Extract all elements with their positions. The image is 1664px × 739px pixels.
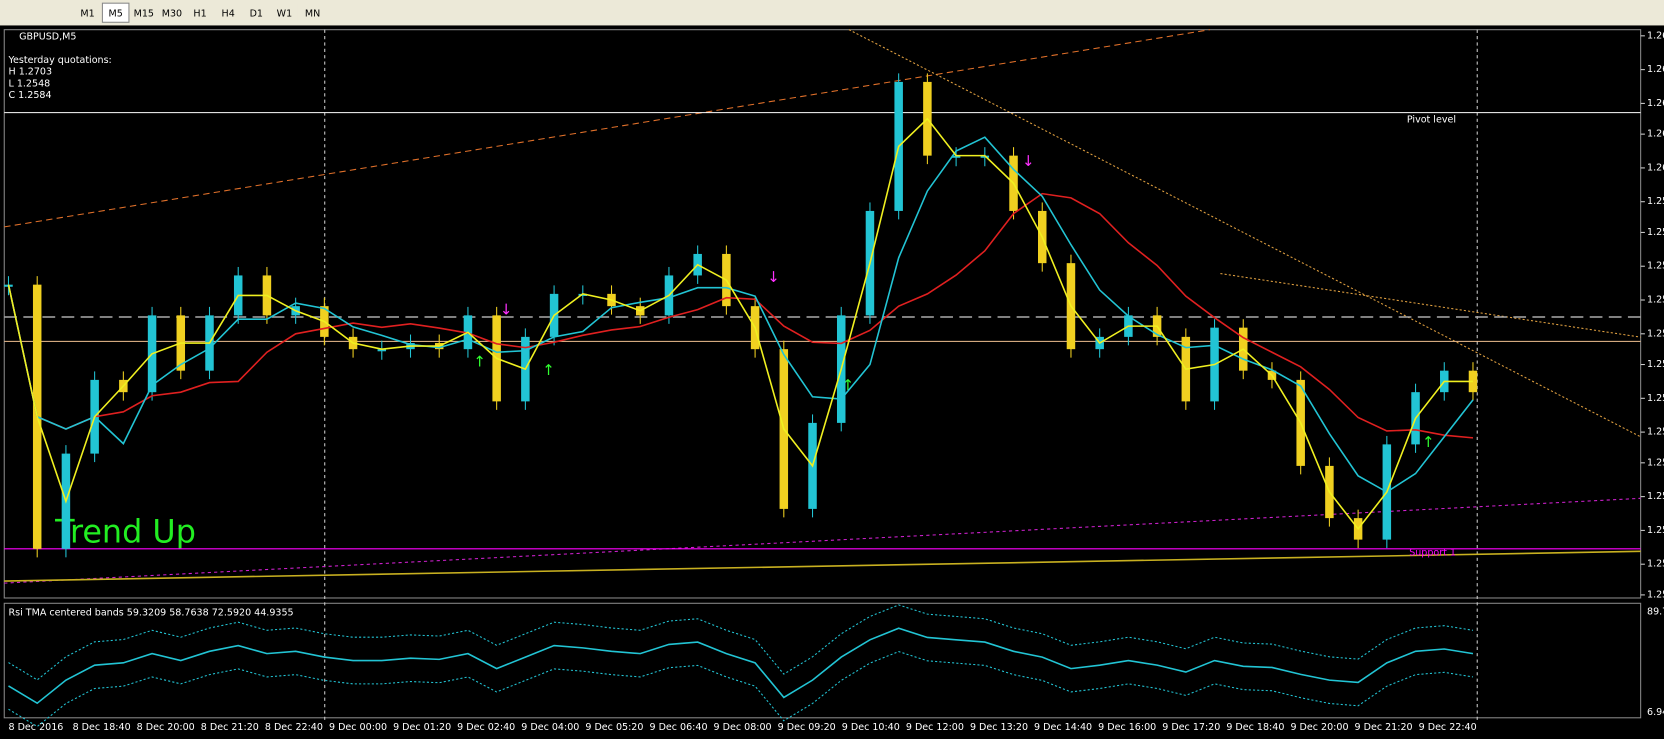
y-tick-label: 1.25: [1647, 196, 1664, 207]
info-line: C 1.2584: [8, 90, 51, 101]
x-tick-label: 9 Dec 04:00: [521, 722, 579, 733]
y-tick-label: 6.94: [1647, 707, 1664, 718]
x-tick-label: 9 Dec 09:20: [778, 722, 836, 733]
band-lower: [8, 651, 1474, 728]
candle: [578, 293, 588, 296]
y-tick-label: 1.25: [1647, 359, 1664, 370]
y-tick-label: 1.26: [1647, 64, 1664, 75]
y-tick-label: 89.7: [1647, 606, 1664, 617]
timeframe-button[interactable]: [214, 3, 242, 23]
timeframe-label[interactable]: M5: [109, 8, 123, 19]
level-label: Pivot level: [1407, 115, 1456, 126]
x-tick-label: 9 Dec 18:40: [1226, 722, 1284, 733]
x-tick-label: 8 Dec 22:40: [265, 722, 323, 733]
trendline: [4, 550, 1641, 582]
timeframe-toolbar: M1 M5 M15 M30 H1 H4 D1 W1 MN: [74, 2, 326, 23]
y-tick-label: 1.25: [1647, 295, 1664, 306]
trendline: [4, 497, 1641, 584]
indicator-title: Rsi TMA centered bands 59.3209 58.7638 7…: [8, 607, 293, 618]
indicator-panel: [3, 602, 1642, 719]
timeframe-button[interactable]: [74, 3, 101, 23]
sell-arrow: ↓: [1022, 152, 1034, 170]
x-tick-label: 9 Dec 01:20: [393, 722, 451, 733]
x-tick-label: 9 Dec 20:00: [1290, 722, 1348, 733]
timeframe-button[interactable]: [271, 3, 298, 23]
y-tick-label: 1.25: [1647, 328, 1664, 339]
x-tick-label: 8 Dec 18:40: [73, 722, 131, 733]
y-tick-label: 1.26: [1647, 98, 1664, 109]
rsi-line: [8, 627, 1474, 705]
moving-average: [7, 136, 1474, 493]
x-tick-label: 9 Dec 17:20: [1162, 722, 1220, 733]
x-tick-label: 9 Dec 08:00: [714, 722, 772, 733]
candle: [377, 349, 387, 352]
info-line: H 1.2703: [8, 67, 52, 78]
moving-average: [7, 117, 1473, 531]
y-tick-label: 1.25: [1647, 525, 1664, 536]
y-tick-label: 1.25: [1647, 457, 1664, 468]
timeframe-label[interactable]: W1: [277, 8, 293, 19]
main-panel: [3, 29, 1642, 599]
moving-average: [7, 192, 1474, 439]
timeframe-label[interactable]: M1: [80, 8, 94, 19]
trendline: [848, 29, 1641, 438]
y-tick-label: 1.26: [1647, 129, 1664, 140]
timeframe-button[interactable]: [101, 2, 130, 23]
y-tick-label: 1.25: [1647, 589, 1664, 600]
y-tick-label: 1.26: [1647, 162, 1664, 173]
x-tick-label: 9 Dec 13:20: [970, 722, 1028, 733]
timeframe-label[interactable]: H1: [193, 8, 206, 19]
symbol-label: GBPUSD,M5: [19, 32, 76, 43]
timeframe-button[interactable]: [299, 3, 326, 23]
y-tick-label: 1.26: [1647, 30, 1664, 41]
band-upper: [8, 604, 1474, 681]
timeframe-button[interactable]: [243, 3, 270, 23]
timeframe-label[interactable]: M15: [134, 8, 154, 19]
y-tick-label: 1.25: [1647, 427, 1664, 438]
level-label: Support 1: [1409, 548, 1456, 559]
info-title: Yesterday quotations:: [7, 55, 111, 66]
signal-arrows: ↓ ↓ ↓ ↑ ↑ ↑ ↑: [473, 152, 1434, 451]
trendline: [4, 29, 1210, 228]
y-tick-label: 1.25: [1647, 227, 1664, 238]
y-tick-label: 1.25: [1647, 491, 1664, 502]
x-tick-label: 9 Dec 06:40: [649, 722, 707, 733]
info-line: L 1.2548: [8, 78, 50, 89]
x-tick-label: 8 Dec 20:00: [137, 722, 195, 733]
timeframe-label[interactable]: H4: [222, 8, 235, 19]
x-tick-label: 9 Dec 02:40: [457, 722, 515, 733]
timeframe-button[interactable]: [158, 3, 186, 23]
candle: [951, 155, 961, 158]
buy-arrow: ↑: [1422, 433, 1434, 451]
timeframe-button[interactable]: [130, 3, 158, 23]
sell-arrow: ↓: [767, 268, 779, 286]
x-tick-label: 9 Dec 14:40: [1034, 722, 1092, 733]
x-tick-label: 8 Dec 21:20: [201, 722, 259, 733]
x-tick-label: 9 Dec 12:00: [906, 722, 964, 733]
timeframe-label[interactable]: M30: [162, 8, 182, 19]
buy-arrow: ↑: [542, 361, 554, 379]
trend-annotation: Trend Up: [54, 512, 196, 550]
x-tick-label: 9 Dec 16:00: [1098, 722, 1156, 733]
x-tick-label: 9 Dec 22:40: [1419, 722, 1477, 733]
x-tick-label: 9 Dec 00:00: [329, 722, 387, 733]
sell-arrow: ↓: [500, 301, 512, 319]
y-tick-label: 1.25: [1647, 261, 1664, 272]
trendline: [1220, 273, 1641, 338]
timeframe-label[interactable]: D1: [250, 8, 263, 19]
y-tick-label: 1.25: [1647, 559, 1664, 570]
timeframe-button[interactable]: [186, 3, 214, 23]
timeframe-label[interactable]: MN: [305, 8, 320, 19]
x-tick-label: 9 Dec 10:40: [842, 722, 900, 733]
x-tick-label: 8 Dec 2016: [8, 722, 63, 733]
buy-arrow: ↑: [473, 353, 485, 371]
x-tick-label: 9 Dec 21:20: [1355, 722, 1413, 733]
x-tick-label: 9 Dec 05:20: [585, 722, 643, 733]
y-tick-label: 1.25: [1647, 393, 1664, 404]
